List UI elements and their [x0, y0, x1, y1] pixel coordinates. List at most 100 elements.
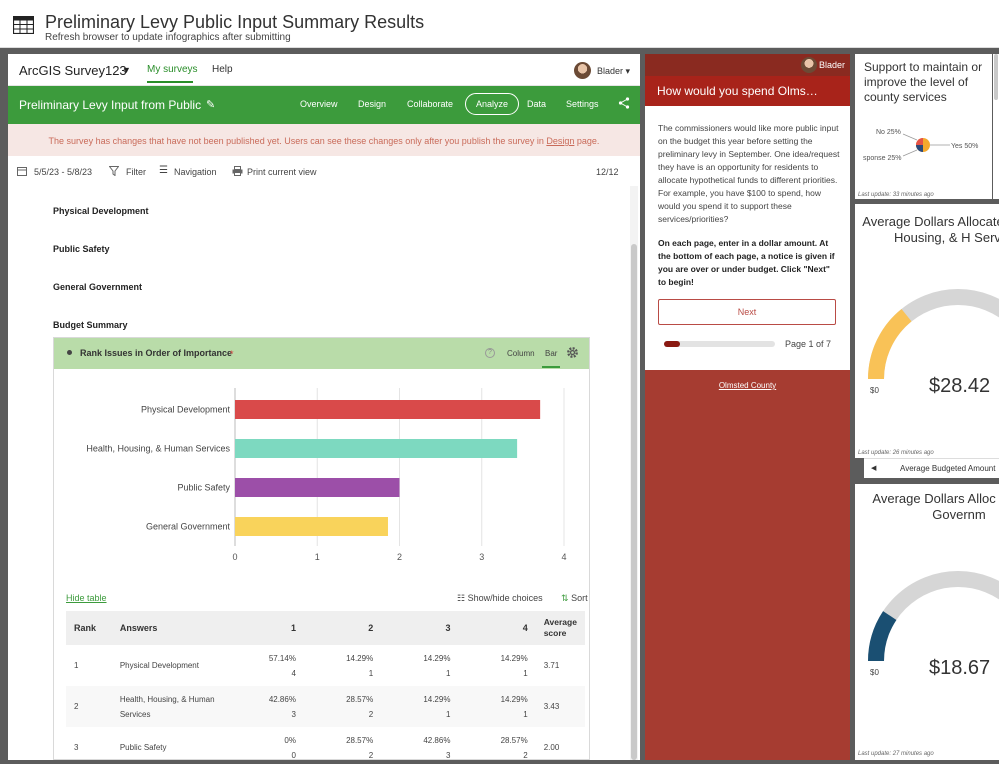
form-title-bar: How would you spend Olms…	[645, 76, 850, 106]
x-tick-label: 0	[232, 552, 237, 562]
user-menu[interactable]: Blader ▾	[597, 66, 631, 76]
cell-average: 3.71	[543, 661, 560, 670]
pie-label-no-response: sponse 25%	[863, 155, 902, 162]
previous-arrow-icon[interactable]: ◀	[871, 465, 877, 472]
tab-settings[interactable]: Settings	[566, 99, 599, 109]
print-icon[interactable]	[232, 166, 243, 176]
olmsted-county-link[interactable]: Olmsted County	[718, 381, 777, 390]
cell-1: 42.86% 3	[226, 686, 304, 727]
section-physical-development[interactable]: Physical Development	[53, 206, 149, 216]
question-header: Rank Issues in Order of Importance * ? C…	[54, 338, 589, 369]
next-button[interactable]: Next	[658, 299, 836, 325]
cell-1: 0% 0	[227, 727, 304, 760]
nav-help[interactable]: Help	[212, 64, 233, 75]
cell-count: 1	[368, 668, 374, 678]
col-average-score[interactable]: Average score	[535, 611, 585, 645]
tab-analyze[interactable]: Analyze	[465, 93, 519, 115]
filter-button[interactable]: Filter	[126, 167, 146, 177]
x-tick-label: 2	[397, 552, 402, 562]
user-name: Blader	[597, 66, 624, 76]
bar[interactable]	[235, 478, 400, 497]
share-icon[interactable]	[618, 97, 630, 109]
support-panel: Support to maintain or improve the level…	[855, 54, 992, 199]
tab-collaborate[interactable]: Collaborate	[407, 99, 454, 109]
user-name[interactable]: Blader	[819, 60, 846, 70]
section-public-safety[interactable]: Public Safety	[53, 244, 110, 254]
warning-text-end: page.	[576, 136, 600, 146]
app-brand[interactable]: ArcGIS Survey123	[19, 63, 127, 78]
scrollbar-thumb[interactable]	[994, 54, 998, 100]
scrollbar-track[interactable]	[993, 54, 999, 199]
help-icon[interactable]: ?	[485, 348, 495, 358]
category-label: Physical Development	[141, 405, 231, 415]
gauge-panel-health: Average Dollars Allocated Health, Housin…	[855, 204, 999, 458]
sort-button[interactable]: ⇅ Sort	[561, 593, 588, 604]
results-table: Rank Answers 1 2 3 4 Average score 1 Phy…	[66, 611, 585, 760]
form-topbar: Blader	[645, 54, 850, 76]
navigation-button[interactable]: Navigation	[174, 167, 217, 177]
cell-3: 14.29% 1	[381, 686, 459, 727]
edit-pencil-icon[interactable]: ✎	[206, 99, 216, 111]
analyze-content	[8, 186, 640, 760]
design-link[interactable]: Design	[546, 136, 575, 146]
cell-answer: Physical Development	[119, 661, 199, 670]
x-tick-label: 3	[479, 552, 484, 562]
calendar-icon[interactable]	[17, 166, 27, 176]
cell-percent: 28.57%	[346, 694, 374, 704]
col-1[interactable]: 1	[226, 611, 304, 645]
bar[interactable]	[235, 400, 541, 419]
avatar[interactable]	[574, 62, 591, 79]
bar[interactable]	[235, 517, 388, 536]
gear-icon[interactable]	[566, 346, 579, 359]
filter-icon[interactable]	[109, 166, 119, 176]
unpublished-warning: The survey has changes that have not bee…	[8, 124, 640, 156]
cell-count: 1	[523, 709, 528, 719]
col-4[interactable]: 4	[458, 611, 536, 645]
cell-average: 3.43	[535, 686, 585, 727]
avatar[interactable]	[801, 57, 817, 73]
print-button[interactable]: Print current view	[247, 167, 317, 177]
cell-2: 14.29% 1	[304, 645, 381, 686]
gauge-value: $28.42	[929, 375, 991, 397]
section-budget-summary[interactable]: Budget Summary	[53, 320, 128, 330]
view-active-indicator	[542, 366, 560, 368]
scrollbar-thumb[interactable]	[631, 244, 637, 760]
nav-my-surveys[interactable]: My surveys	[147, 64, 198, 75]
tab-design[interactable]: Design	[358, 99, 387, 109]
x-tick-label: 4	[561, 552, 566, 562]
leader-line	[902, 149, 918, 157]
date-range[interactable]: 5/5/23 - 5/8/23	[34, 167, 93, 177]
chevron-down-icon[interactable]: ▼	[122, 65, 131, 75]
col-2[interactable]: 2	[303, 611, 382, 645]
col-answers[interactable]: Answers	[111, 611, 227, 645]
col-3[interactable]: 3	[381, 611, 459, 645]
cell-4: 14.29% 1	[458, 645, 535, 686]
col-rank[interactable]: Rank	[66, 611, 112, 645]
section-general-government[interactable]: General Government	[53, 282, 143, 292]
form-title: How would you spend Olms…	[657, 84, 818, 98]
page-subtitle: Refresh browser to update infographics a…	[45, 32, 291, 43]
cell-percent: 14.29%	[500, 694, 528, 704]
gauge-health	[868, 289, 999, 380]
table-icon	[13, 16, 34, 34]
cell-1: 57.14% 4	[227, 645, 304, 686]
cell-percent: 28.57%	[346, 735, 374, 745]
nav-active-indicator	[147, 81, 193, 83]
tab-overview[interactable]: Overview	[300, 99, 338, 109]
last-update: Last update: 26 minutes ago	[858, 450, 934, 456]
progress-fill	[664, 341, 680, 347]
hide-table-link[interactable]: Hide table	[66, 593, 107, 603]
table-header: Rank Answers 1 2 3 4 Average score	[66, 611, 585, 645]
cell-count: 4	[291, 668, 296, 678]
gauge-title: Average Dollars Allocated Health, Housin…	[862, 214, 999, 245]
gauge-value: $18.67	[929, 657, 991, 679]
view-bar-button[interactable]: Bar	[545, 349, 558, 358]
view-column-button[interactable]: Column	[507, 349, 535, 358]
bar[interactable]	[235, 439, 518, 458]
show-hide-choices[interactable]: ☷ Show/hide choices	[457, 593, 543, 604]
navigation-icon[interactable]: ☰	[159, 165, 168, 176]
tab-data[interactable]: Data	[527, 99, 547, 109]
support-title: Support to maintain or improve the level…	[864, 60, 983, 104]
cell-3: 42.86% 3	[381, 727, 458, 760]
cell-percent: 14.29%	[423, 653, 451, 663]
